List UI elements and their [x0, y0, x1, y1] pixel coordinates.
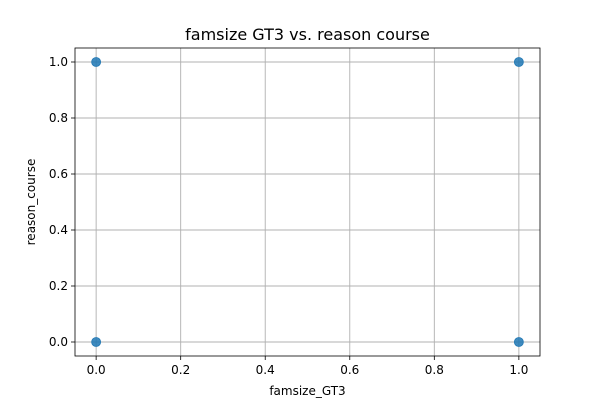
- x-tick-label: 0.2: [171, 363, 190, 377]
- x-tick-label: 1.0: [509, 363, 528, 377]
- x-tick-label: 0.4: [256, 363, 275, 377]
- x-axis-label: famsize_GT3: [269, 384, 345, 398]
- grid-layer: [75, 48, 540, 356]
- y-tick-label: 0.0: [49, 335, 68, 349]
- x-tick-label: 0.6: [340, 363, 359, 377]
- axis-ticks: 0.0 0.2 0.4 0.6 0.8 1.0 0.0 0.2 0.4 0.6 0.8 1.0: [49, 55, 529, 377]
- scatter-point: [91, 57, 102, 67]
- chart-title: famsize GT3 vs. reason course: [185, 25, 430, 44]
- y-axis-label: reason_course: [24, 159, 38, 246]
- scatter-point: [91, 337, 102, 347]
- plot-frame: [74, 47, 541, 357]
- scatter-point: [513, 337, 524, 347]
- y-tick-label: 1.0: [49, 55, 68, 69]
- data-points: [91, 57, 524, 347]
- x-tick-label: 0.8: [425, 363, 444, 377]
- scatter-point: [513, 57, 524, 67]
- y-tick-label: 0.4: [49, 223, 68, 237]
- x-tick-label: 0.0: [87, 363, 106, 377]
- y-tick-label: 0.8: [49, 111, 68, 125]
- y-tick-label: 0.2: [49, 279, 68, 293]
- y-tick-label: 0.6: [49, 167, 68, 181]
